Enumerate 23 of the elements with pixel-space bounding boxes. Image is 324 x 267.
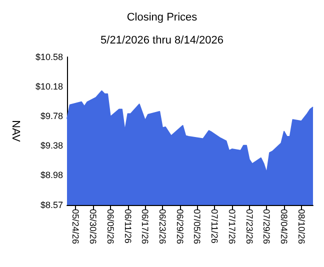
x-tick-label: 06/29/26	[174, 209, 185, 244]
x-tick-label: 06/05/26	[105, 209, 116, 244]
x-tick-label: 07/11/26	[210, 209, 220, 244]
x-tick-label: 05/24/26	[70, 209, 81, 244]
x-tick-label: 08/04/26	[279, 209, 290, 244]
x-tick-label: 07/05/26	[192, 209, 202, 244]
y-tick-label: $9.78	[40, 110, 63, 121]
x-tick-label: 07/23/26	[244, 209, 254, 244]
x-tick-label: 06/23/26	[158, 209, 168, 244]
x-tick-label: 07/29/26	[262, 209, 272, 244]
x-tick-label: 06/11/26	[122, 209, 133, 244]
y-tick-label: $9.38	[40, 140, 63, 150]
y-tick-label: $8.98	[40, 170, 63, 180]
x-tick-label: 05/30/26	[88, 209, 98, 244]
y-tick-label: $10.18	[35, 81, 63, 92]
y-tick-label: $10.58	[35, 52, 63, 62]
x-tick-label: 06/17/26	[140, 209, 150, 244]
y-axis-title: NAV	[10, 120, 22, 143]
x-tick-label: 08/10/26	[296, 209, 306, 244]
chart-subtitle: 5/21/2026 thru 8/14/2026	[100, 34, 224, 46]
x-tick-label: 07/17/26	[226, 209, 237, 244]
y-tick-label: $8.57	[40, 200, 63, 210]
chart-title: Closing Prices	[126, 12, 198, 24]
